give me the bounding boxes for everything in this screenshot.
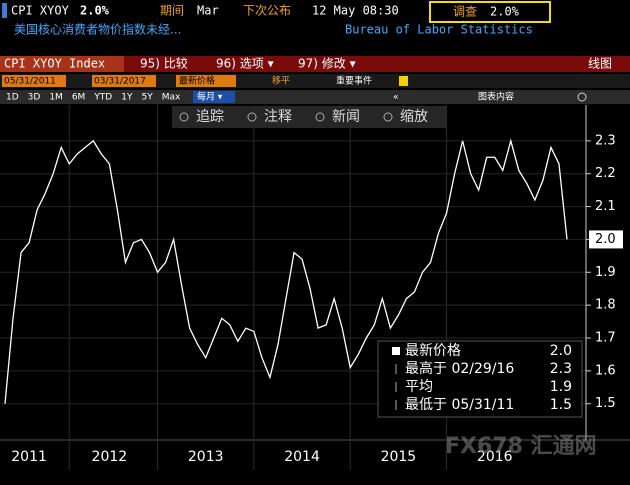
stat-value: 1.9 (550, 379, 572, 395)
security-box[interactable] (0, 56, 124, 72)
x-tick-label: 2013 (188, 449, 224, 465)
frequency[interactable]: 每月 ▾ (197, 91, 223, 103)
survey: 2.0% (490, 5, 520, 19)
last-value-badge (589, 230, 623, 249)
collapse[interactable]: « (393, 93, 399, 103)
period-bar (0, 90, 630, 104)
survey-label: 调查 (453, 5, 477, 19)
y-tick-label: 2.1 (595, 199, 616, 214)
options[interactable]: 96) 选项 ▾ (216, 57, 274, 71)
last: 2.0% (80, 4, 110, 18)
stat-value: 1.5 (550, 397, 572, 413)
period-button[interactable]: 1M (49, 93, 63, 103)
source: Bureau of Labor Statistics (345, 23, 533, 37)
x-tick-label: 2016 (477, 449, 513, 465)
overlay-icon (383, 112, 393, 122)
end-date-box[interactable] (92, 75, 156, 87)
y-tick-label: 2.2 (595, 166, 616, 181)
compare[interactable]: 95) 比较 (140, 56, 188, 71)
overlay-button[interactable]: 缩放 (400, 109, 428, 125)
ticker: CPI XYOY (11, 4, 70, 18)
period: Mar (197, 4, 219, 18)
period-button[interactable]: 1D (6, 93, 19, 103)
survey-box (429, 1, 551, 23)
line (4, 138, 568, 404)
x-tick-label: 2012 (92, 449, 128, 465)
x-tick-label: 2015 (381, 449, 417, 465)
overlay-bar (172, 106, 447, 128)
period-button[interactable]: YTD (93, 93, 112, 103)
frequency-box[interactable] (193, 91, 235, 103)
plot: 1.5 1.6 1.7 1.8 1.9 2.0 2.1 2.2 2.3 2011 2012 2013 2… (0, 105, 630, 470)
period-label: 期间 (160, 4, 184, 18)
events[interactable]: 重要事件 (336, 75, 372, 87)
period-button[interactable]: 5Y (141, 93, 153, 103)
overlay-button[interactable]: 注释 (264, 109, 292, 125)
overlay-icon (315, 112, 325, 122)
stat-name: 平均 (405, 379, 433, 395)
events-icon (399, 76, 408, 86)
field[interactable]: 最新价格 (179, 75, 215, 87)
legend-value: 2.0 (550, 343, 572, 359)
chart-type[interactable]: 线图 (588, 57, 612, 71)
modify[interactable]: 97) 修改 ▾ (298, 56, 356, 71)
command-bar (0, 56, 630, 72)
chart-content[interactable]: 图表内容 (478, 91, 514, 103)
y-tick-label: 1.9 (595, 265, 616, 280)
moving-average[interactable]: 移平 (272, 75, 290, 87)
last-value: 2.0 (595, 232, 616, 247)
next-label: 下次公布 (243, 4, 291, 18)
overlay-button[interactable]: 追踪 (196, 109, 224, 125)
y-tick-label: 2.3 (595, 133, 616, 148)
period-buttons: 1D 3D 1M 6M YTD 1Y 5Y Max (6, 93, 181, 103)
settings-icon[interactable] (577, 92, 587, 102)
period-button[interactable]: 1Y (121, 93, 133, 103)
y-tick-label: 1.8 (595, 298, 616, 313)
description: 美国核心消费者物价指数未经... (14, 22, 181, 37)
field-box[interactable] (176, 75, 236, 87)
stat-value: 2.3 (550, 361, 572, 377)
period-button[interactable]: 3D (28, 93, 41, 103)
date-bar (0, 74, 630, 88)
x-tick-label: 2014 (284, 449, 320, 465)
watermark: FX678 汇通网 (445, 434, 597, 459)
period-button[interactable]: Max (162, 93, 181, 103)
overlay-button[interactable]: 新闻 (332, 109, 360, 125)
period-button[interactable]: 6M (72, 93, 86, 103)
legend-swatch (392, 347, 400, 355)
security[interactable]: CPI XYOY Index (4, 57, 105, 71)
x-tick-label: 2011 (11, 449, 47, 465)
legend-box (377, 340, 583, 418)
y-tick-label: 1.5 (595, 396, 616, 411)
next-release: 12 May 08:30 (312, 4, 399, 18)
overlay-icon (179, 112, 189, 122)
legend-name: 最新价格 (405, 343, 461, 359)
y-tick-label: 1.6 (595, 363, 616, 378)
stat-name: 最低于 05/31/11 (405, 397, 514, 413)
overlay-buttons: 追踪 注释 新闻 缩放 (179, 109, 428, 125)
start-date-box[interactable] (2, 75, 66, 87)
start-date[interactable]: 05/31/2011 (4, 77, 56, 87)
stat-name: 最高于 02/29/16 (405, 360, 514, 377)
y-tick-label: 1.7 (595, 331, 616, 346)
overlay-icon (247, 112, 257, 122)
end-date[interactable]: 03/31/2017 (94, 77, 146, 87)
accent (2, 3, 7, 18)
